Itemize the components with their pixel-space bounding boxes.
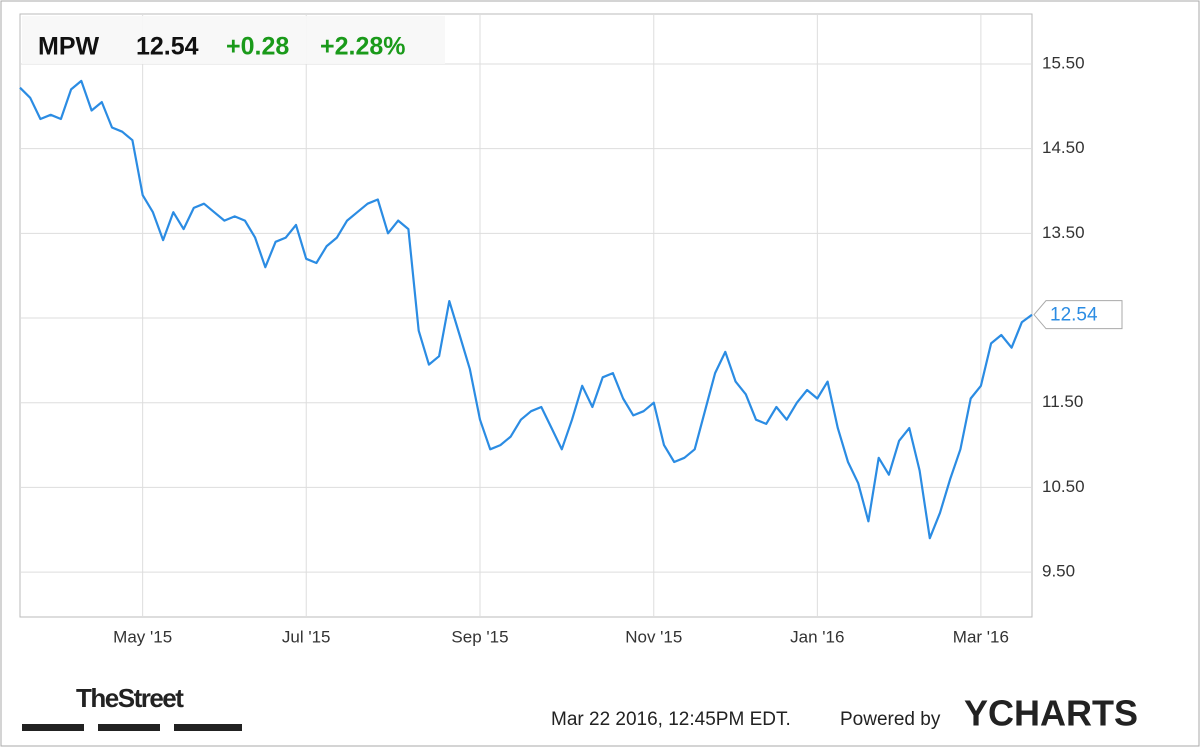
brand: YCHARTS [964,693,1138,734]
logo-bar [22,724,84,731]
x-tick-label: Nov '15 [625,627,682,646]
change-pct: +2.28% [320,33,406,61]
timestamp: Mar 22 2016, 12:45PM EDT. [551,709,791,730]
y-tick-label: 15.50 [1042,53,1085,72]
y-tick-label: 11.50 [1042,392,1083,411]
last-value-box [1033,300,1123,330]
x-tick-label: Jan '16 [790,627,844,646]
header-box [22,16,445,64]
x-tick-label: Mar '16 [953,627,1009,646]
x-tick-label: Sep '15 [451,627,508,646]
x-tick-label: Jul '15 [282,627,331,646]
logo-bar [174,724,242,731]
y-tick-label: 14.50 [1042,138,1085,157]
change: +0.28 [226,33,289,61]
plot-area [19,13,1033,618]
y-tick-label: 13.50 [1042,223,1085,242]
y-tick-label: 10.50 [1042,477,1085,496]
y-tick-label: 9.50 [1042,562,1075,581]
logo-bar [98,724,160,731]
x-tick-label: May '15 [113,627,172,646]
symbol: MPW [38,33,100,61]
last-value-label: 12.54 [1050,305,1098,326]
source-logo: TheStreet [76,683,184,713]
powered-by: Powered by [840,709,941,730]
price-line [19,79,1033,540]
price: 12.54 [136,33,199,61]
